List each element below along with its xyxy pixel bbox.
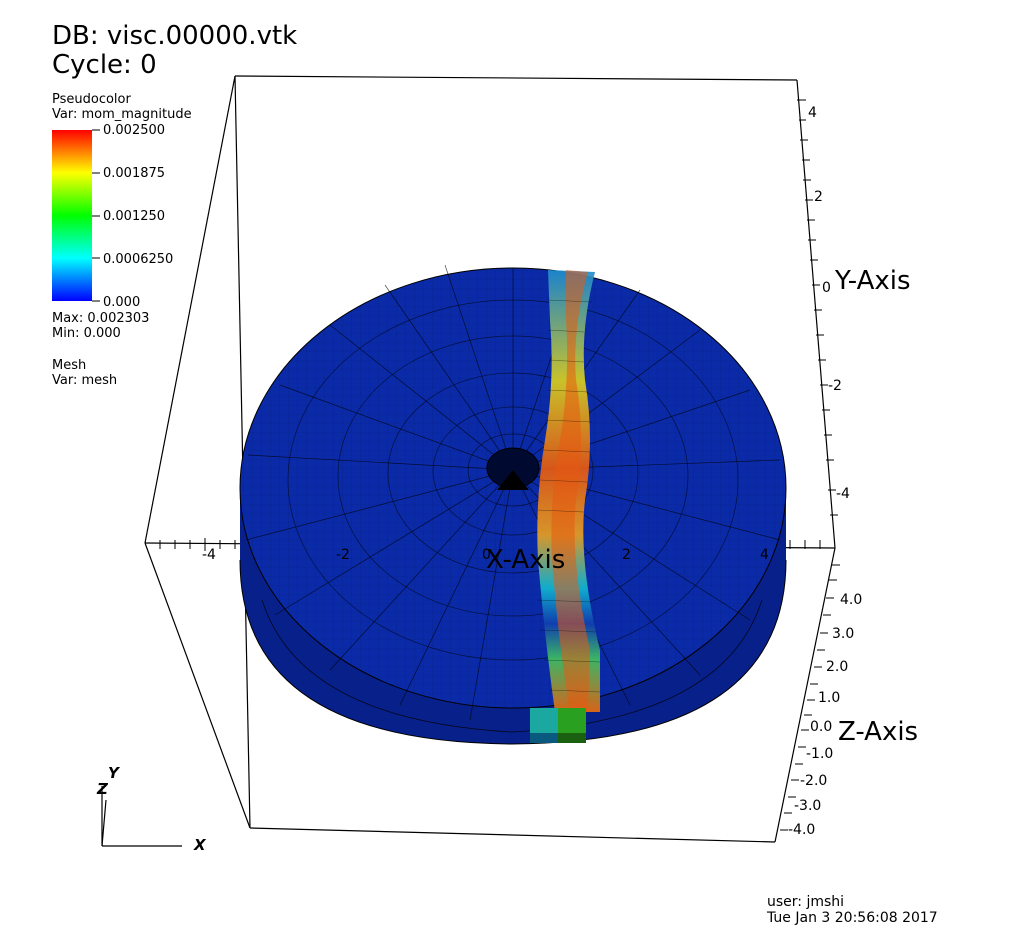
legend-min: Min: 0.000 xyxy=(52,326,121,341)
x-axis-title: X-Axis xyxy=(486,545,566,575)
z-tick-label: -2.0 xyxy=(800,773,828,789)
y-tick-label: 2 xyxy=(814,189,823,205)
legend-tick: 0.001250 xyxy=(103,209,166,224)
z-tick-label: 1.0 xyxy=(818,690,841,706)
footer-date: Tue Jan 3 20:56:08 2017 xyxy=(767,910,938,926)
z-tick-label: -4.0 xyxy=(788,822,816,838)
x-tick-label: -4 xyxy=(202,547,216,563)
z-tick-label: -1.0 xyxy=(806,746,834,762)
mesh-plot-type: Mesh xyxy=(52,358,87,373)
y-tick-label: -4 xyxy=(836,486,850,502)
legend-var: Var: mom_magnitude xyxy=(52,107,192,122)
z-tick-label: 4.0 xyxy=(840,592,863,608)
mesh-var: Var: mesh xyxy=(52,373,118,388)
footer-user: user: jmshi xyxy=(767,894,845,910)
axis-triad xyxy=(101,786,182,847)
legend-tick: 0.000 xyxy=(103,295,141,310)
colorbar-ticks xyxy=(92,129,100,302)
legend-max: Max: 0.002303 xyxy=(52,311,150,326)
y-axis-title: Y-Axis xyxy=(835,266,911,296)
x-tick-label: -2 xyxy=(336,547,350,563)
z-tick-label: 2.0 xyxy=(826,659,849,675)
x-tick-label: 0 xyxy=(482,547,491,563)
z-tick-label: 0.0 xyxy=(810,719,833,735)
triad-z-label: Z xyxy=(97,780,108,798)
colorbar xyxy=(52,130,92,301)
legend-tick: 0.0006250 xyxy=(103,252,174,267)
x-tick-label: 2 xyxy=(622,547,631,563)
y-tick-label: 0 xyxy=(822,280,831,296)
y-tick-label: -2 xyxy=(828,378,842,394)
disk-surface xyxy=(239,264,787,745)
z-axis-ticks xyxy=(780,564,840,831)
cycle-label: Cycle: 0 xyxy=(52,50,157,80)
z-axis-title: Z-Axis xyxy=(838,717,919,747)
y-axis-ticks xyxy=(797,99,838,516)
x-tick-label: 4 xyxy=(760,547,769,563)
z-tick-label: 3.0 xyxy=(832,626,855,642)
legend-tick: 0.002500 xyxy=(103,123,166,138)
z-tick-label: -3.0 xyxy=(794,798,822,814)
triad-y-label: Y xyxy=(108,764,119,782)
triad-x-label: X xyxy=(194,836,206,854)
database-title: DB: visc.00000.vtk xyxy=(52,21,298,51)
y-tick-label: 4 xyxy=(808,105,817,121)
legend-plot-type: Pseudocolor xyxy=(52,92,131,107)
legend-tick: 0.001875 xyxy=(103,166,166,181)
